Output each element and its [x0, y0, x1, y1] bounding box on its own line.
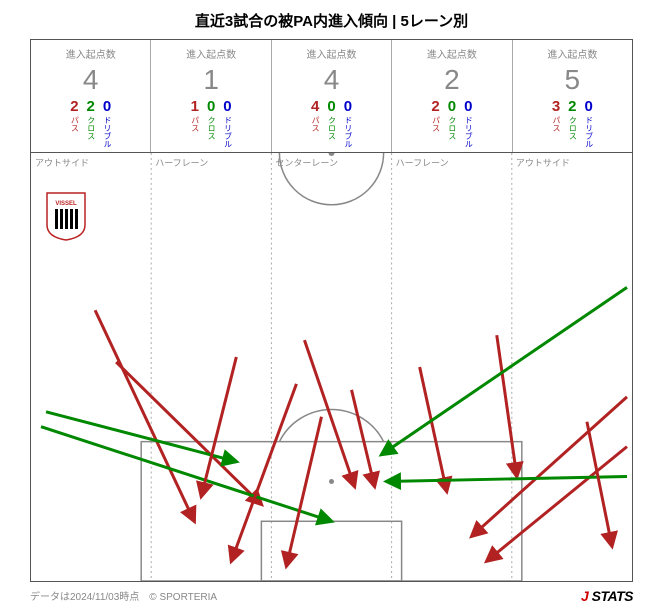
jstats-logo: J STATS — [581, 588, 633, 604]
lane-stat: 進入起点数 53パス2クロス0ドリブル — [513, 40, 632, 152]
stat-label: 進入起点数 — [31, 46, 150, 61]
footer: データは2024/11/03時点 © SPORTERIA J STATS — [0, 582, 663, 604]
stat-total: 4 — [272, 63, 391, 97]
chart-title: 直近3試合の被PA内進入傾向 | 5レーン別 — [0, 0, 663, 39]
lane-stat: 進入起点数 44パス0クロス0ドリブル — [272, 40, 392, 152]
pitch-diagram — [31, 153, 632, 581]
stat-total: 5 — [513, 63, 632, 97]
data-credit: データは2024/11/03時点 © SPORTERIA — [30, 588, 217, 603]
stat-label: 進入起点数 — [272, 46, 391, 61]
stat-label: 進入起点数 — [151, 46, 270, 61]
stat-breakdown: 1パス0クロス0ドリブル — [151, 99, 270, 148]
stat-total: 2 — [392, 63, 511, 97]
lane-stat: 進入起点数 22パス0クロス0ドリブル — [392, 40, 512, 152]
stat-total: 4 — [31, 63, 150, 97]
badge-text: VISSEL — [55, 201, 77, 207]
stat-breakdown: 2パス2クロス0ドリブル — [31, 99, 150, 148]
stat-breakdown: 2パス0クロス0ドリブル — [392, 99, 511, 148]
team-badge: VISSEL — [45, 191, 87, 241]
stat-label: 進入起点数 — [392, 46, 511, 61]
pitch-container: アウトサイドハーフレーンセンターレーンハーフレーンアウトサイド VISSEL — [30, 152, 633, 582]
stat-breakdown: 3パス2クロス0ドリブル — [513, 99, 632, 148]
stat-total: 1 — [151, 63, 270, 97]
jstats-rest: STATS — [588, 588, 633, 604]
lane-stat: 進入起点数 11パス0クロス0ドリブル — [151, 40, 271, 152]
stat-label: 進入起点数 — [513, 46, 632, 61]
lane-stats-row: 進入起点数42パス2クロス0ドリブル進入起点数11パス0クロス0ドリブル進入起点… — [30, 39, 633, 152]
stat-breakdown: 4パス0クロス0ドリブル — [272, 99, 391, 148]
lane-stat: 進入起点数 42パス2クロス0ドリブル — [31, 40, 151, 152]
